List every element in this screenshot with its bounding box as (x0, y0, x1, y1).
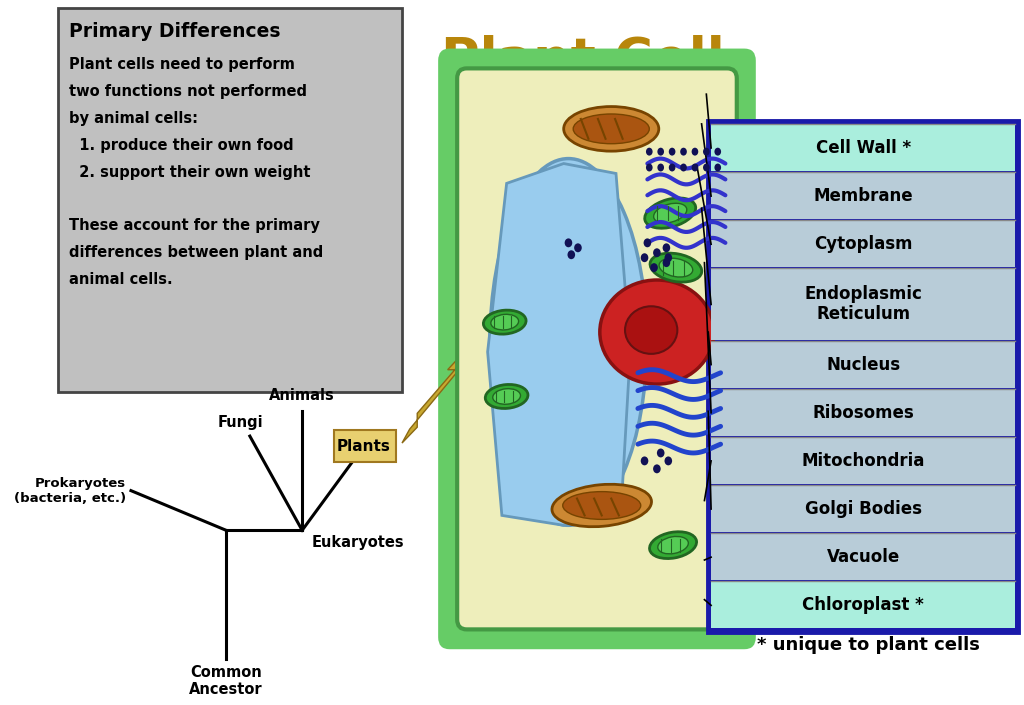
Text: Eukaryotes: Eukaryotes (311, 535, 404, 550)
Text: Plants: Plants (337, 439, 391, 453)
Ellipse shape (663, 243, 671, 252)
Ellipse shape (563, 491, 641, 520)
FancyBboxPatch shape (711, 125, 1016, 171)
Text: Nucleus: Nucleus (826, 355, 900, 374)
Text: Mitochondria: Mitochondria (802, 452, 925, 470)
Text: 2. support their own weight: 2. support their own weight (70, 164, 310, 180)
FancyBboxPatch shape (57, 8, 402, 391)
Text: animal cells.: animal cells. (70, 271, 173, 287)
Ellipse shape (649, 532, 696, 558)
Text: by animal cells:: by animal cells: (70, 111, 199, 126)
Ellipse shape (669, 147, 676, 156)
Ellipse shape (493, 388, 520, 404)
Polygon shape (402, 337, 483, 443)
Ellipse shape (641, 253, 648, 262)
Text: 1. produce their own food: 1. produce their own food (70, 137, 294, 153)
Ellipse shape (715, 164, 721, 171)
Ellipse shape (625, 306, 677, 354)
Text: Plant cells need to perform: Plant cells need to perform (70, 58, 295, 73)
Ellipse shape (641, 456, 648, 465)
Ellipse shape (645, 198, 695, 228)
Text: These account for the primary: These account for the primary (70, 218, 321, 233)
Ellipse shape (574, 243, 582, 252)
Ellipse shape (490, 314, 518, 330)
Text: Membrane: Membrane (813, 187, 913, 205)
Ellipse shape (573, 114, 649, 144)
FancyBboxPatch shape (457, 68, 737, 630)
Polygon shape (487, 164, 630, 525)
FancyBboxPatch shape (711, 341, 1016, 388)
Text: differences between plant and: differences between plant and (70, 245, 324, 260)
Ellipse shape (680, 147, 687, 156)
Ellipse shape (483, 310, 526, 334)
Ellipse shape (564, 238, 572, 247)
FancyBboxPatch shape (711, 390, 1016, 436)
FancyBboxPatch shape (711, 173, 1016, 219)
Ellipse shape (653, 248, 660, 257)
Text: Prokaryotes
(bacteria, etc.): Prokaryotes (bacteria, etc.) (14, 477, 126, 505)
Ellipse shape (656, 448, 665, 458)
Ellipse shape (663, 258, 671, 267)
Ellipse shape (665, 253, 672, 262)
Ellipse shape (490, 159, 647, 525)
Text: Fungi: Fungi (217, 415, 263, 430)
Ellipse shape (691, 147, 698, 156)
Ellipse shape (485, 384, 528, 408)
Text: two functions not performed: two functions not performed (70, 85, 307, 99)
Text: Chloroplast *: Chloroplast * (803, 596, 924, 614)
FancyBboxPatch shape (711, 269, 1016, 340)
FancyBboxPatch shape (711, 438, 1016, 484)
Ellipse shape (657, 147, 664, 156)
Ellipse shape (657, 164, 664, 171)
FancyBboxPatch shape (711, 486, 1016, 532)
Ellipse shape (715, 147, 721, 156)
Ellipse shape (653, 465, 660, 473)
Text: Cytoplasm: Cytoplasm (814, 235, 912, 253)
Text: Ribosomes: Ribosomes (812, 404, 914, 422)
Ellipse shape (643, 238, 651, 247)
Ellipse shape (567, 250, 575, 259)
Ellipse shape (680, 164, 687, 171)
Ellipse shape (650, 253, 701, 282)
Ellipse shape (646, 164, 652, 171)
Text: * unique to plant cells: * unique to plant cells (757, 636, 980, 654)
Ellipse shape (657, 537, 688, 554)
FancyBboxPatch shape (711, 534, 1016, 580)
Ellipse shape (703, 164, 710, 171)
Ellipse shape (552, 484, 651, 527)
Text: Common
Ancestor: Common Ancestor (189, 665, 263, 697)
Text: Vacuole: Vacuole (826, 548, 900, 566)
Ellipse shape (659, 258, 692, 277)
Ellipse shape (669, 164, 676, 171)
FancyBboxPatch shape (711, 221, 1016, 267)
Text: Cell Wall *: Cell Wall * (816, 139, 910, 157)
Ellipse shape (600, 280, 714, 384)
Ellipse shape (665, 456, 672, 465)
FancyBboxPatch shape (334, 430, 396, 462)
Ellipse shape (691, 164, 698, 171)
Text: Golgi Bodies: Golgi Bodies (805, 500, 922, 518)
FancyBboxPatch shape (438, 49, 756, 649)
Ellipse shape (653, 203, 687, 223)
Text: Animals: Animals (269, 388, 335, 403)
Ellipse shape (563, 106, 658, 151)
FancyBboxPatch shape (711, 582, 1016, 628)
FancyBboxPatch shape (709, 121, 1018, 632)
Text: Endoplasmic
Reticulum: Endoplasmic Reticulum (804, 286, 923, 324)
Text: Plant Cell: Plant Cell (441, 35, 725, 87)
Ellipse shape (650, 263, 657, 272)
Text: Primary Differences: Primary Differences (70, 22, 281, 41)
Ellipse shape (646, 147, 652, 156)
Ellipse shape (703, 147, 710, 156)
